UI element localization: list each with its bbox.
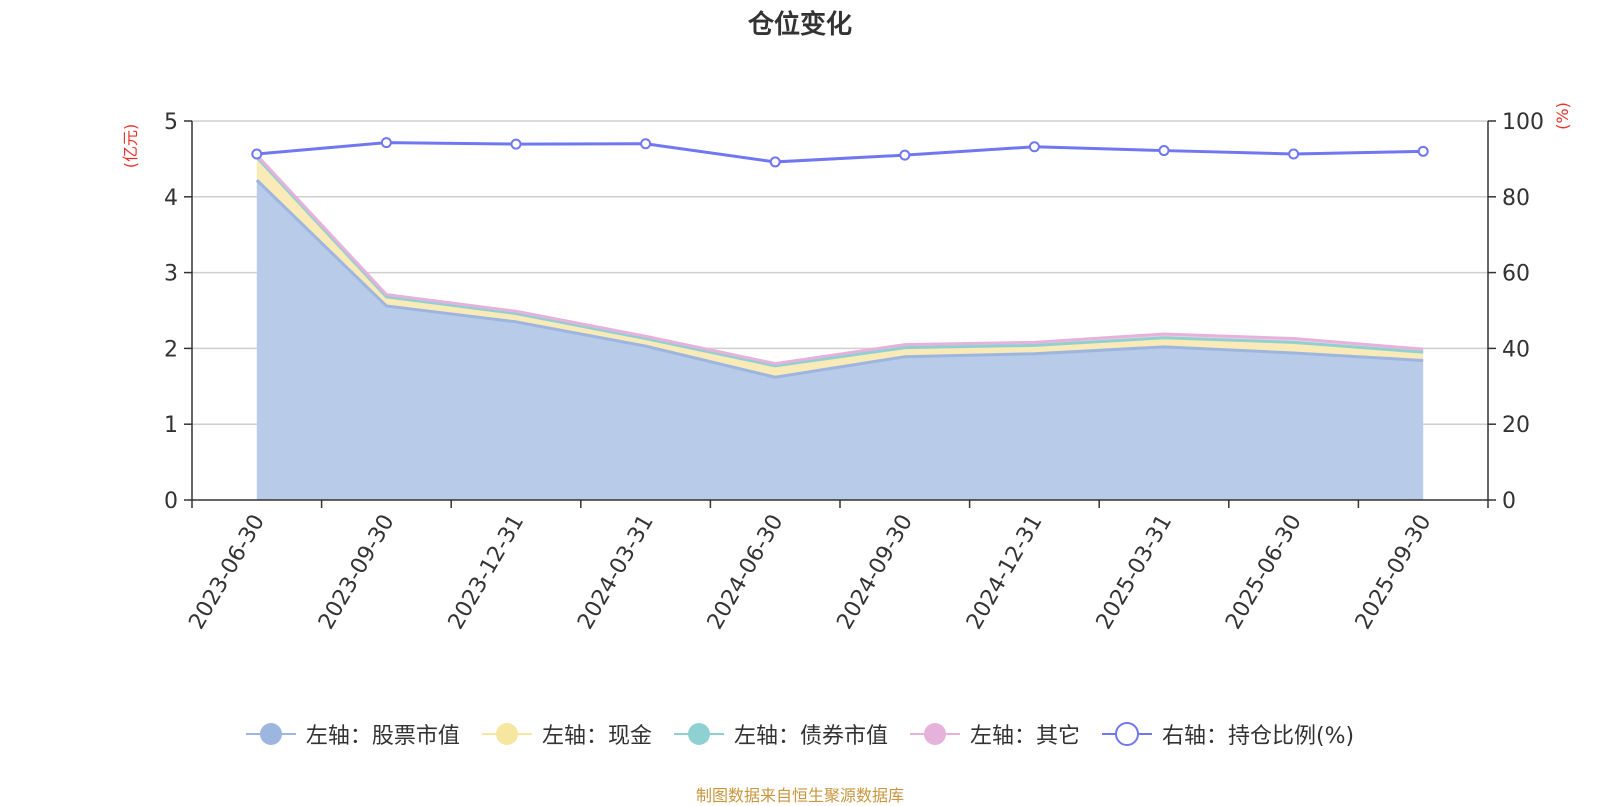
area-line-左轴：债券市值: [255, 156, 1424, 368]
legend-item[interactable]: 左轴：债券市值: [673, 718, 888, 750]
legend-symbol-icon: [245, 723, 296, 745]
legend-symbol-icon: [481, 723, 532, 745]
left-axis-tick-label: 4: [164, 186, 178, 211]
right-axis-tick-label: 20: [1502, 413, 1530, 438]
x-axis-tick-label: 2024-09-30: [832, 511, 918, 634]
legend-label: 左轴：股票市值: [305, 724, 460, 749]
legend-symbol-icon: [1101, 722, 1152, 746]
chart-legend: 左轴：股票市值 左轴：现金 左轴：债券市值 左轴：其它 右轴：持仓比例(%): [0, 718, 1600, 750]
legend-label: 左轴：债券市值: [733, 724, 888, 749]
left-axis-tick-label: 3: [164, 262, 178, 287]
line-point: [1158, 145, 1170, 157]
legend-item[interactable]: 左轴：其它: [909, 718, 1080, 750]
x-axis-tick-label: 2025-09-30: [1351, 511, 1437, 634]
position-change-chart: 0 1 2 3 4 5 0 20 40 60 80 100 (亿元) (%) 2023-06-30 2023-…: [121, 102, 1572, 634]
left-axis-tick-label: 5: [164, 110, 178, 135]
data-source-note: 制图数据来自恒生聚源数据库: [695, 786, 904, 805]
line-point: [1288, 148, 1300, 160]
x-axis-tick-label: 2024-06-30: [703, 511, 789, 634]
x-axis-tick-label: 2025-06-30: [1221, 511, 1307, 634]
area-line-左轴：其它: [255, 154, 1424, 366]
area-左轴：股票市值: [256, 180, 1424, 500]
line-point: [899, 149, 911, 161]
left-axis-tick-label: 1: [164, 413, 178, 438]
legend-label: 右轴：持仓比例(%): [1161, 724, 1355, 749]
right-axis-label: (%): [1553, 102, 1572, 130]
left-axis-label: (亿元): [121, 124, 140, 169]
line-point: [1417, 145, 1429, 157]
x-axis-tick-label: 2023-06-30: [184, 511, 270, 634]
area-line-左轴：股票市值: [255, 179, 1424, 379]
legend-symbol-icon: [909, 723, 960, 745]
x-axis-tick-label: 2025-03-31: [1092, 511, 1178, 634]
x-axis-tick-label: 2024-03-31: [573, 511, 659, 634]
right-axis-tick-label: 0: [1502, 489, 1516, 514]
right-axis-tick-label: 100: [1502, 110, 1544, 135]
line-point: [769, 156, 781, 168]
x-axis-tick-label: 2023-12-31: [444, 511, 530, 634]
legend-item[interactable]: 右轴：持仓比例(%): [1101, 718, 1355, 750]
right-axis-tick-label: 80: [1502, 186, 1530, 211]
right-axis-tick-label: 40: [1502, 337, 1530, 362]
x-axis-tick-label: 2023-09-30: [314, 511, 400, 634]
line-point: [251, 148, 263, 160]
line-series: [256, 141, 1424, 164]
chart-title: 仓位变化: [747, 10, 852, 40]
x-axis-tick-label: 2024-12-31: [962, 511, 1048, 634]
legend-label: 左轴：其它: [969, 724, 1080, 749]
legend-item[interactable]: 左轴：现金: [481, 718, 652, 750]
area-左轴：现金: [256, 157, 1424, 378]
line-point: [380, 137, 392, 149]
legend-symbol-icon: [673, 723, 724, 745]
left-axis-tick-label: 0: [164, 489, 178, 514]
legend-item[interactable]: 左轴：股票市值: [245, 718, 460, 750]
line-point: [640, 138, 652, 150]
left-axis-tick-label: 2: [164, 337, 178, 362]
line-point: [510, 138, 522, 150]
line-point: [1028, 141, 1040, 153]
legend-label: 左轴：现金: [541, 724, 652, 749]
right-axis-tick-label: 60: [1502, 262, 1530, 287]
